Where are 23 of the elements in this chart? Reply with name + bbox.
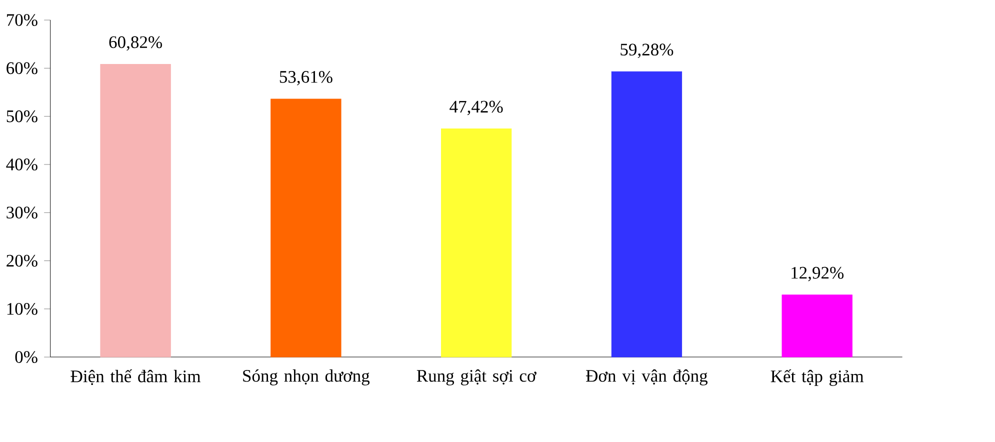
- data-label: 12,92%: [792, 266, 844, 282]
- y-tick-label: 50%: [6, 110, 38, 122]
- x-tick-label: Rung giật sợi cơ: [416, 369, 536, 386]
- y-tick-label: 10%: [7, 302, 38, 315]
- y-tick-label: 40%: [6, 158, 38, 170]
- bar: [440, 128, 512, 358]
- data-label: 53,61%: [280, 70, 332, 86]
- y-tick-label: 20%: [6, 254, 38, 267]
- data-label: 47,42%: [450, 100, 503, 116]
- data-label: 60,82%: [109, 36, 162, 50]
- x-tick-label: Đơn vị vận động: [586, 369, 708, 386]
- y-tick-label: 0%: [15, 350, 38, 363]
- data-label: 59,28%: [620, 44, 674, 58]
- bar: [782, 294, 852, 358]
- bar: [270, 98, 342, 358]
- y-tick-label: 60%: [6, 62, 38, 74]
- bar: [100, 64, 171, 358]
- x-tick-label: Kết tập giảm: [770, 369, 864, 386]
- bar: [611, 71, 682, 358]
- x-tick-label: Điện thế đâm kim: [70, 369, 201, 385]
- x-tick-label: Sóng nhọn dương: [243, 369, 370, 386]
- y-tick-label: 30%: [6, 206, 38, 218]
- y-tick-label: 70%: [7, 14, 38, 26]
